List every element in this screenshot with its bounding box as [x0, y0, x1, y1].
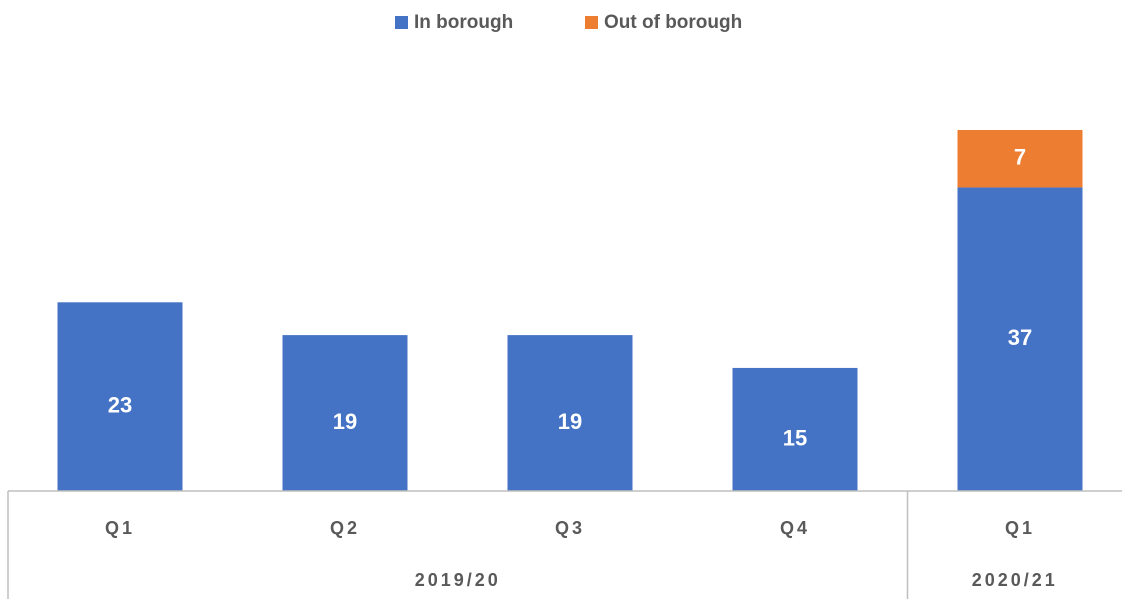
- legend-swatch: [395, 16, 408, 29]
- x-tick-label: Q1: [1005, 518, 1035, 538]
- legend-label: In borough: [414, 12, 513, 33]
- bar-segment: [732, 367, 858, 491]
- group-label: 2020/21: [972, 570, 1058, 590]
- data-label: 37: [1008, 325, 1032, 350]
- legend-swatch: [585, 16, 598, 29]
- x-tick-label: Q2: [330, 518, 360, 538]
- bar-segment: [957, 130, 1083, 188]
- x-tick-label: Q4: [780, 518, 810, 538]
- group-label: 2019/20: [415, 570, 501, 590]
- bar-segment: [507, 335, 633, 491]
- data-label: 23: [108, 392, 132, 417]
- data-label: 15: [783, 425, 807, 450]
- bar-segment: [282, 335, 408, 491]
- x-tick-label: Q1: [105, 518, 135, 538]
- x-tick-label: Q3: [555, 518, 585, 538]
- bar-segment: [57, 302, 183, 491]
- data-label: 19: [558, 409, 582, 434]
- bar-segment: [957, 187, 1083, 491]
- legend-label: Out of borough: [604, 12, 742, 33]
- data-label: 19: [333, 409, 357, 434]
- data-label: 7: [1014, 145, 1026, 170]
